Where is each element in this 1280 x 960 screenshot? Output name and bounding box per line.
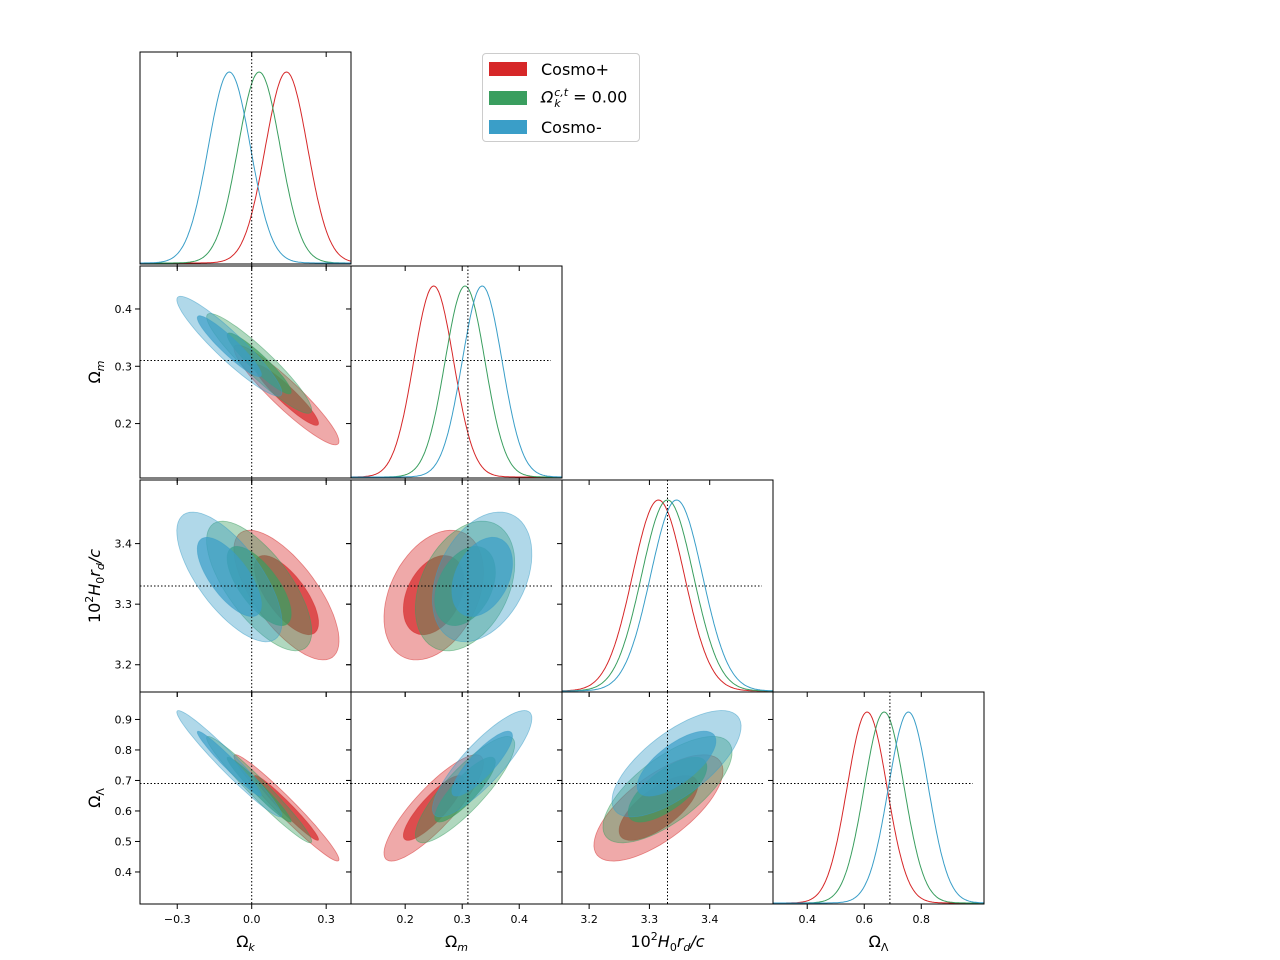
y-axis-label-h0rd: 102H0rd/c xyxy=(83,549,107,623)
panel-Ok-Om xyxy=(140,266,343,478)
legend-swatch-green xyxy=(489,91,527,105)
panel-frame xyxy=(772,691,985,905)
filled-contours-layer xyxy=(140,266,973,904)
legend-swatch-blue xyxy=(489,120,527,134)
x-axis-label-omega-k: Ωk xyxy=(236,932,255,954)
contour-68-Cosmo xyxy=(451,730,513,797)
legend-entry-cosmo-minus: Cosmo- xyxy=(489,116,602,138)
panel-frames-layer xyxy=(139,51,985,905)
x-tick-label: 3.4 xyxy=(701,913,719,926)
legend-entry-cosmo-plus: Cosmo+ xyxy=(489,58,609,80)
y-tick-label: 0.7 xyxy=(115,774,133,787)
marginal-Cosmo xyxy=(351,285,562,478)
marginal-_kct000 xyxy=(140,71,351,264)
diag-panel-Ok xyxy=(140,52,352,264)
x-tick-label: 0.6 xyxy=(855,913,873,926)
x-axis-label-h0rd: 102H0rd/c xyxy=(630,930,704,954)
legend-label: Cosmo+ xyxy=(541,59,610,79)
diag-panel-H0rd xyxy=(561,480,774,692)
diag-panel-OL xyxy=(773,692,985,904)
contour-68-Cosmo xyxy=(196,315,262,378)
x-tick-label: 0.2 xyxy=(396,913,414,926)
marginal-Cosmo xyxy=(140,71,351,264)
y-tick-label: 0.2 xyxy=(115,418,133,431)
marginal-_kct000 xyxy=(561,499,774,692)
y-tick-label: 0.8 xyxy=(115,744,133,757)
contour-68-Cosmo xyxy=(636,730,717,797)
contour-68-Cosmo xyxy=(451,536,513,617)
panel-Ok-OL xyxy=(140,692,351,904)
x-tick-label: 0.8 xyxy=(913,913,931,926)
marginal-Cosmo xyxy=(351,285,562,478)
marginal-_kct000 xyxy=(351,285,562,478)
marginal-Cosmo xyxy=(140,71,352,264)
x-tick-label: 0.4 xyxy=(798,913,816,926)
x-tick-label: 0.4 xyxy=(510,913,528,926)
y-tick-label: 3.2 xyxy=(115,659,133,672)
y-tick-label: 3.3 xyxy=(115,598,133,611)
y-tick-label: 0.3 xyxy=(115,360,133,373)
y-tick-label: 0.6 xyxy=(115,805,133,818)
y-tick-label: 3.4 xyxy=(115,538,133,551)
panel-Ok-H0rd xyxy=(140,480,351,692)
y-axis-label-omega-m: Ωm xyxy=(85,361,107,384)
y-tick-label: 0.5 xyxy=(115,835,133,848)
panel-H0rd-OL xyxy=(562,692,765,904)
contour-68-Cosmo xyxy=(196,536,262,617)
legend-label: Cosmo- xyxy=(541,117,602,137)
x-tick-label: 0.3 xyxy=(317,913,335,926)
marginal-Cosmo xyxy=(562,499,773,692)
labels-layer: 0.2 0.3 0.4 3.2 3.3 3.4 −0.3 0.0 0.3 0.4 0.5 0.6 0.7… xyxy=(83,303,930,954)
diag-panel-Om xyxy=(351,266,562,478)
panel-frame xyxy=(139,51,352,265)
x-tick-label: 0.0 xyxy=(243,913,261,926)
x-tick-label: 3.2 xyxy=(580,913,598,926)
marginal-Cosmo xyxy=(773,711,984,904)
panel-Om-H0rd xyxy=(351,480,554,692)
panel-frame xyxy=(350,265,563,479)
curves-layer xyxy=(140,52,985,904)
contour-68-Cosmo xyxy=(196,730,262,797)
panel-Om-OL xyxy=(351,692,562,904)
ticks-layer xyxy=(135,52,922,909)
x-tick-label: 0.3 xyxy=(453,913,471,926)
legend-swatch-red xyxy=(489,62,527,76)
x-tick-label: −0.3 xyxy=(164,913,191,926)
y-axis-label-omega-lambda: ΩΛ xyxy=(85,788,107,808)
x-tick-label: 3.3 xyxy=(641,913,659,926)
y-tick-label: 0.4 xyxy=(115,303,133,316)
x-axis-label-omega-lambda: ΩΛ xyxy=(869,932,889,954)
y-tick-label: 0.4 xyxy=(115,866,133,879)
marginal-Cosmo xyxy=(773,711,985,904)
panel-frame xyxy=(139,691,352,905)
y-tick-label: 0.9 xyxy=(115,713,133,726)
x-axis-label-omega-m: Ωm xyxy=(445,932,468,954)
